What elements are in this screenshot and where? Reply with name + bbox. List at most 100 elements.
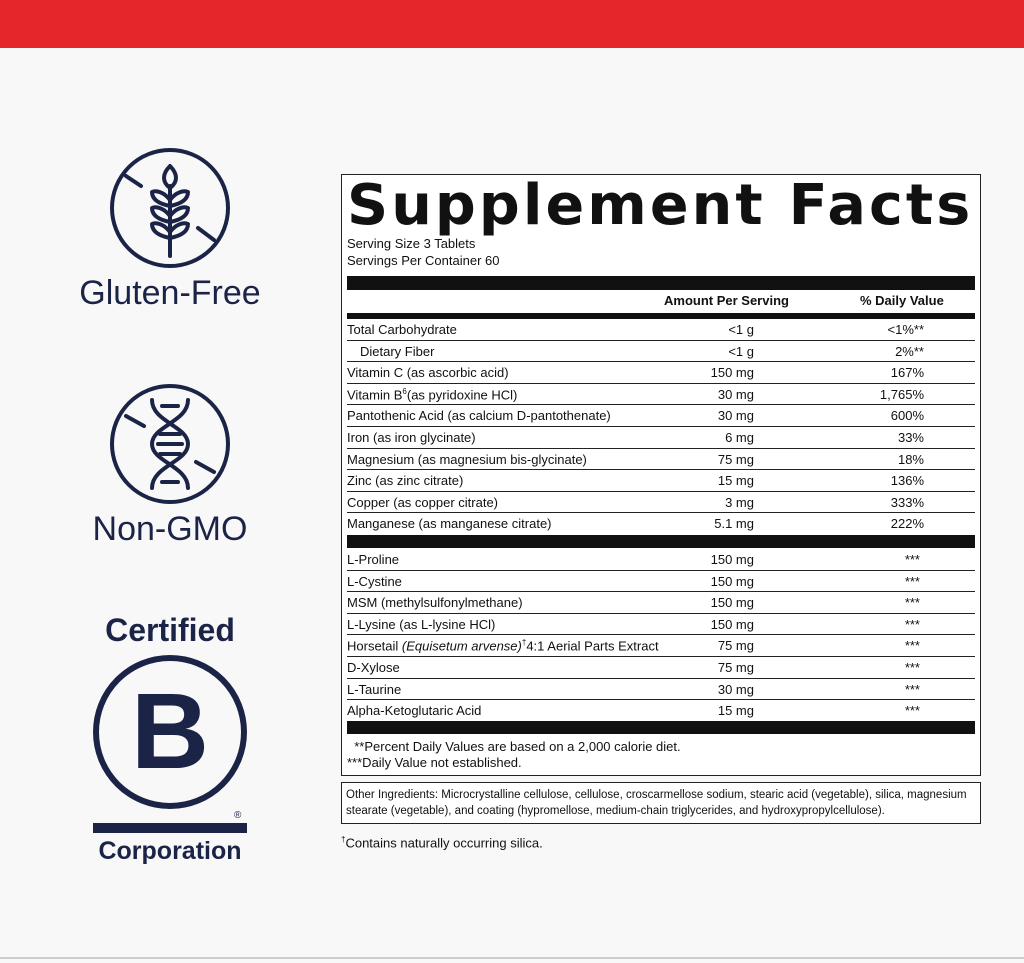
nutrient-row: Vitamin B6(as pyridoxine HCl) 30 mg 1,765% (347, 384, 975, 406)
nutrient-name: Vitamin B6(as pyridoxine HCl) (347, 386, 518, 403)
nutrient-daily-value: 333% (890, 494, 924, 510)
nutrient-amount: 30 mg (717, 681, 754, 697)
supplement-facts-panel: Supplement Facts Serving Size 3 Tablets … (341, 173, 981, 776)
nutrient-name: Manganese (as manganese citrate) (347, 516, 552, 532)
nutrient-row: Pantothenic Acid (as calcium D-pantothen… (347, 405, 975, 427)
nutrient-name: Horsetail (Equisetum arvense)†4:1 Aerial… (347, 638, 659, 654)
nutrient-row: Manganese (as manganese citrate) 5.1 mg 22… (347, 513, 975, 535)
nutrient-row: Vitamin C (as ascorbic acid) 150 mg 167% (347, 362, 975, 384)
dna-crossed-icon (110, 384, 230, 504)
registered-mark: ® (234, 810, 242, 821)
nutrient-row: L-Lysine (as L-lysine HCl) 150 mg *** (347, 614, 975, 636)
bcorp-corporation-label: Corporation (98, 837, 242, 865)
nutrient-amount: 150 mg (710, 365, 754, 381)
non-gmo-badge: Non-GMO (60, 382, 280, 549)
nutrient-row: Copper (as copper citrate) 3 mg 333% (347, 492, 975, 514)
nutrient-amount: 15 mg (717, 703, 754, 719)
nutrient-row: L-Cystine 150 mg *** (347, 571, 975, 593)
top-red-bar (0, 0, 1024, 48)
other-ingredients: Other Ingredients: Microcrystalline cell… (341, 782, 981, 824)
nutrient-row: L-Proline 150 mg *** (347, 549, 975, 571)
nutrient-row: Horsetail (Equisetum arvense)†4:1 Aerial… (347, 635, 975, 657)
nutrient-name: L-Lysine (as L-lysine HCl) (347, 616, 496, 632)
nutrient-name: Pantothenic Acid (as calcium D-pantothen… (347, 408, 611, 424)
nutrient-row: Zinc (as zinc citrate) 15 mg 136% (347, 470, 975, 492)
nutrient-daily-value: 136% (890, 473, 924, 489)
nutrient-amount: 150 mg (710, 573, 754, 589)
nutrient-daily-value: *** (904, 638, 920, 654)
nutrient-row: Alpha-Ketoglutaric Acid 15 mg *** (347, 700, 975, 722)
nutrient-row: Iron (as iron glycinate) 6 mg 33% (347, 427, 975, 449)
nutrient-daily-value: *** (904, 681, 920, 697)
gluten-free-badge: Gluten-Free (60, 146, 280, 313)
nutrient-name: Zinc (as zinc citrate) (347, 473, 464, 489)
nutrient-daily-value: *** (904, 552, 920, 567)
serving-size: Serving Size 3 Tablets (347, 236, 476, 251)
nutrient-daily-value: 33% (897, 430, 924, 445)
nutrient-daily-value: *** (904, 573, 920, 589)
nutrient-row: Total Carbohydrate <1 g <1%** (347, 319, 975, 341)
nutrient-amount: 75 mg (717, 660, 754, 675)
nutrient-name: Dietary Fiber (360, 343, 435, 359)
nutrient-amount: <1 g (728, 322, 754, 337)
nutrient-amount: 30 mg (717, 408, 754, 424)
nutrient-name: Vitamin C (as ascorbic acid) (347, 365, 509, 381)
nutrient-name: MSM (methylsulfonylmethane) (347, 595, 523, 611)
nutrient-amount: 75 mg (717, 451, 754, 467)
nutrient-amount: 6 mg (725, 430, 754, 445)
nutrient-name: Total Carbohydrate (347, 322, 457, 337)
footnote-percent-dv: **Percent Daily Values are based on a 2,… (347, 739, 681, 754)
nutrient-daily-value: 1,765% (879, 386, 924, 402)
thick-divider (347, 535, 975, 548)
nutrient-name: L-Taurine (347, 681, 402, 697)
nutrient-daily-value: *** (904, 660, 920, 675)
bcorp-badge: Certified B ® Corporation (60, 612, 280, 866)
amount-header: Amount Per Serving (664, 293, 789, 308)
nutrient-amount: 150 mg (710, 595, 754, 611)
header-divider (347, 313, 975, 319)
nutrient-row: Dietary Fiber <1 g 2%** (347, 341, 975, 363)
nutrient-daily-value: 167% (890, 365, 924, 381)
nutrient-name: Iron (as iron glycinate) (347, 430, 476, 445)
non-gmo-label: Non-GMO (92, 510, 248, 548)
footnote-dv-not-established: ***Daily Value not established. (347, 755, 522, 770)
nutrient-amount: 5.1 mg (714, 516, 754, 532)
nutrient-daily-value: 2%** (895, 343, 924, 359)
nutrient-daily-value: *** (904, 595, 920, 611)
wheat-crossed-icon (110, 148, 230, 268)
nutrient-daily-value: 18% (897, 451, 924, 467)
nutrient-amount: 3 mg (725, 494, 754, 510)
servings-per-container: Servings Per Container 60 (347, 253, 500, 268)
nutrient-amount: 75 mg (717, 638, 754, 654)
nutrient-daily-value: *** (904, 703, 920, 719)
dv-header: % Daily Value (860, 293, 944, 308)
nutrient-daily-value: 222% (890, 516, 924, 532)
nutrient-row: L-Taurine 30 mg *** (347, 679, 975, 701)
nutrient-name: D-Xylose (347, 660, 400, 675)
nutrient-name: Magnesium (as magnesium bis-glycinate) (347, 451, 587, 467)
nutrient-daily-value: *** (904, 616, 920, 632)
nutrient-row: Magnesium (as magnesium bis-glycinate) 75… (347, 449, 975, 471)
nutrient-daily-value: <1%** (887, 322, 925, 337)
nutrient-name: L-Cystine (347, 573, 402, 589)
bcorp-certified-label: Certified (105, 612, 235, 648)
nutrient-name: Alpha-Ketoglutaric Acid (347, 703, 482, 719)
nutrient-row: D-Xylose 75 mg *** (347, 657, 975, 679)
nutrient-amount: 15 mg (717, 473, 754, 489)
thick-divider (347, 721, 975, 734)
bottom-divider (0, 957, 1024, 959)
nutrient-amount: 30 mg (717, 386, 754, 402)
silica-note: †Contains naturally occurring silica. (341, 835, 543, 851)
nutrient-daily-value: 600% (890, 408, 924, 424)
thick-divider (347, 276, 975, 290)
nutrient-amount: 150 mg (710, 616, 754, 632)
gluten-free-label: Gluten-Free (79, 274, 261, 312)
bcorp-rule (93, 823, 247, 833)
nutrient-name: Copper (as copper citrate) (347, 494, 499, 510)
nutrient-row: MSM (methylsulfonylmethane) 150 mg *** (347, 592, 975, 614)
facts-title: Supplement Facts (347, 173, 974, 238)
nutrient-name: L-Proline (347, 552, 400, 567)
nutrient-amount: <1 g (728, 343, 754, 359)
bcorp-b-logo: B (93, 655, 247, 809)
nutrient-amount: 150 mg (710, 552, 754, 567)
